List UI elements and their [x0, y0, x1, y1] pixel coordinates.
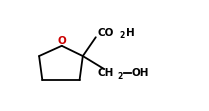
Text: CH: CH [97, 68, 114, 78]
Text: 2: 2 [119, 32, 125, 41]
Text: O: O [57, 36, 66, 46]
Text: OH: OH [131, 68, 149, 78]
Text: CO: CO [97, 28, 114, 38]
Text: 2: 2 [117, 72, 122, 81]
Text: H: H [126, 28, 134, 38]
